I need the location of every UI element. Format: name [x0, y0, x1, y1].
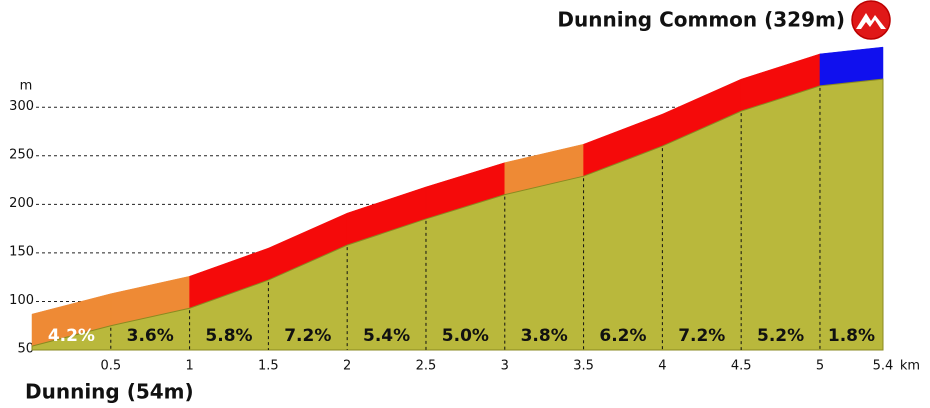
grade-label: 1.8% [828, 326, 875, 346]
grade-label: 3.6% [127, 326, 174, 346]
y-tick-label: 100 [9, 293, 34, 308]
grade-label: 5.8% [205, 326, 252, 346]
grade-label: 7.2% [284, 326, 331, 346]
y-tick-label: 150 [9, 244, 34, 259]
x-tick-label: 1.5 [258, 359, 279, 374]
x-tick-label: 2 [343, 359, 351, 374]
y-tick-label: 250 [9, 147, 34, 162]
summit-icon [851, 0, 891, 40]
y-tick-label: 50 [17, 342, 34, 357]
x-tick-label: 1 [185, 359, 193, 374]
x-tick-label: 4.5 [731, 359, 752, 374]
grade-label: 3.8% [521, 326, 568, 346]
x-tick-label: 2.5 [416, 359, 437, 374]
grade-label: 7.2% [678, 326, 725, 346]
start-label: Dunning (54m) [25, 380, 194, 404]
grade-label: 6.2% [599, 326, 646, 346]
grade-label: 5.4% [363, 326, 410, 346]
x-tick-label: 3 [501, 359, 509, 374]
grade-label: 5.2% [757, 326, 804, 346]
y-axis-label: m [20, 79, 33, 94]
grade-label: 5.0% [442, 326, 489, 346]
y-tick-label: 300 [9, 99, 34, 114]
x-tick-label: 5 [816, 359, 824, 374]
x-tick-label: 3.5 [573, 359, 594, 374]
grade-label: 4.2% [48, 326, 95, 346]
x-tick-label: 0.5 [100, 359, 121, 374]
chart-title: Dunning Common (329m) [557, 8, 845, 32]
x-tick-label: 5.4 [873, 359, 894, 374]
terrain [31, 78, 884, 351]
y-tick-label: 200 [9, 196, 34, 211]
x-axis-label: km [900, 359, 920, 374]
x-tick-label: 4 [658, 359, 666, 374]
